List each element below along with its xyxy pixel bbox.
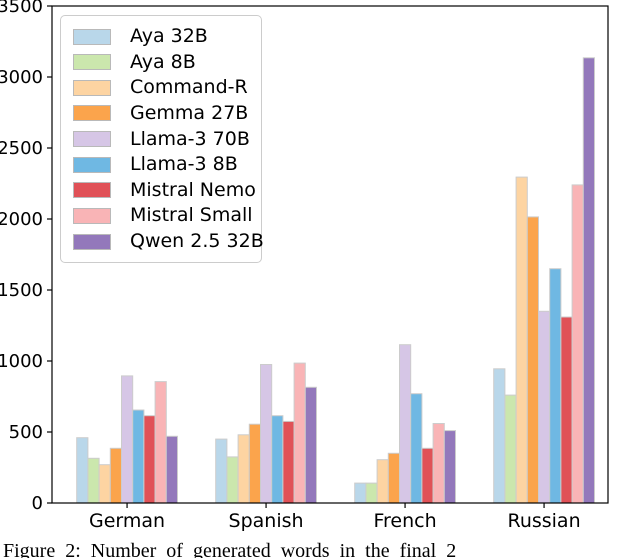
bar-mistral-small-french [432,423,445,504]
bar-mistral-small-german [154,381,167,504]
legend-label: Aya 32B [130,25,208,47]
legend-item-llama-3-8b: Llama-3 8B [73,152,251,177]
bar-llama-3-8b-german [132,409,145,504]
legend-label: Qwen 2.5 32B [130,230,264,252]
bar-llama-3-70b-french [399,344,412,504]
bar-llama-3-8b-spanish [271,415,284,504]
legend-swatch-llama-3-8b [73,156,111,173]
bar-mistral-nemo-spanish [282,420,295,504]
legend-item-mistral-small: Mistral Small [73,203,253,228]
bar-gemma-27b-spanish [248,423,262,504]
legend-swatch-gemma-27b [73,105,111,122]
legend-swatch-mistral-nemo [73,182,111,199]
legend-swatch-command-r [73,79,111,96]
legend-label: Mistral Small [130,204,253,227]
x-tick-label-russian: Russian [507,510,580,532]
bar-aya-8b-spanish [226,456,239,504]
bar-gemma-27b-russian [526,216,539,504]
legend-swatch-aya-8b [73,54,111,71]
bar-aya-8b-french [365,482,378,504]
legend-item-command-r: Command-R [73,75,251,100]
y-tick-label: 2000 [0,209,43,230]
legend-item-aya-32b: Aya 32B [73,24,251,49]
bar-mistral-nemo-german [143,415,156,504]
bar-aya-32b-german [76,437,89,504]
x-tick-label-german: German [89,510,165,532]
bar-command-r-french [376,459,389,504]
bar-mistral-nemo-russian [560,316,573,504]
legend-label: Llama-3 70B [130,127,250,150]
bar-mistral-nemo-french [421,447,434,504]
legend-swatch-llama-3-70b [73,131,111,147]
bar-qwen-2-5-32b-german [165,435,179,504]
legend: Aya 32B Aya 8B Command-R Gemma 27B Llama-3 7… [60,15,264,263]
bar-command-r-german [98,464,111,504]
legend-item-llama-3-70b: Llama-3 70B [73,127,251,152]
bar-command-r-russian [515,176,528,504]
legend-item-gemma-27b: Gemma 27B [73,101,251,126]
bar-gemma-27b-french [387,452,400,504]
bar-llama-3-70b-spanish [260,364,273,504]
x-tick-label-french: French [373,510,436,532]
bar-aya-8b-russian [504,394,517,504]
legend-swatch-qwen-2-5-32b [73,233,111,250]
legend-label: Mistral Nemo [130,178,256,201]
legend-item-aya-8b: Aya 8B [73,50,251,75]
y-tick-label: 0 [32,493,43,514]
legend-label: Llama-3 8B [130,153,238,176]
y-tick-label: 2500 [0,138,43,159]
bar-command-r-spanish [237,434,250,504]
y-tick-label: 500 [9,422,43,443]
bar-aya-32b-spanish [215,438,228,504]
bar-aya-32b-french [354,482,367,504]
bar-llama-3-8b-french [410,393,423,504]
legend-label: Command-R [130,76,248,99]
plot-border [51,5,609,504]
bar-llama-3-70b-russian [538,310,551,504]
bar-llama-3-8b-russian [549,268,562,504]
legend-item-mistral-nemo: Mistral Nemo [73,178,256,203]
y-tick-label: 1000 [0,351,43,372]
legend-swatch-aya-32b [73,28,111,45]
legend-label: Aya 8B [130,50,196,73]
y-tick-label: 1500 [0,280,43,301]
bar-qwen-2-5-32b-spanish [304,386,317,504]
figure-caption: Figure 2: Number of generated words in t… [3,540,457,558]
bar-gemma-27b-german [109,447,123,504]
bar-aya-8b-german [87,457,100,504]
y-tick-label: 3000 [0,67,43,88]
bar-aya-32b-russian [493,368,506,504]
legend-label: Gemma 27B [130,101,249,124]
bar-qwen-2-5-32b-russian [582,57,595,504]
bar-mistral-small-spanish [293,362,306,504]
bar-mistral-small-russian [571,184,584,504]
legend-swatch-mistral-small [73,207,111,224]
bar-qwen-2-5-32b-french [443,430,456,504]
chart-canvas: 0 500 1000 1500 2000 2500 3000 3500 German Spanis… [0,0,609,532]
y-tick-label: 3500 [0,0,43,17]
legend-item-qwen-2-5-32b: Qwen 2.5 32B [73,229,264,254]
bar-llama-3-70b-german [121,375,134,504]
x-tick-label-spanish: Spanish [229,510,304,532]
